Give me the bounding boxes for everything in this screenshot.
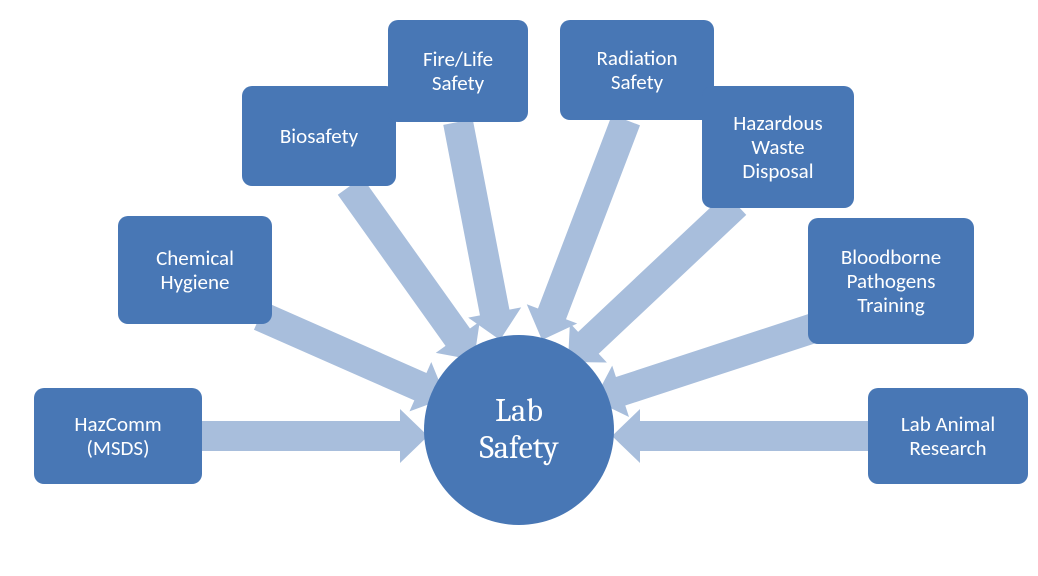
node-chem: ChemicalHygiene xyxy=(118,216,272,324)
node-label: ChemicalHygiene xyxy=(156,246,234,294)
arrow-radiation xyxy=(527,115,640,340)
node-radiation: RadiationSafety xyxy=(560,20,714,120)
node-hazwaste: HazardousWasteDisposal xyxy=(702,86,854,208)
node-hazcomm: HazComm(MSDS) xyxy=(34,388,202,484)
node-label: Biosafety xyxy=(280,124,358,148)
arrow-hazwaste xyxy=(568,193,746,362)
node-biosafety: Biosafety xyxy=(242,86,396,186)
arrow-chem xyxy=(254,302,446,411)
node-label: BloodbornePathogensTraining xyxy=(841,245,941,317)
diagram-stage: HazComm(MSDS) ChemicalHygiene Biosafety Fir… xyxy=(0,0,1038,576)
arrow-labanimal xyxy=(612,409,868,463)
center-node: LabSafety xyxy=(424,335,614,525)
arrow-hazcomm xyxy=(202,409,428,463)
arrow-biosafety xyxy=(338,177,480,360)
node-fire: Fire/LifeSafety xyxy=(388,20,528,122)
node-label: HazComm(MSDS) xyxy=(74,412,161,460)
node-label: Lab AnimalResearch xyxy=(901,412,995,460)
node-bloodborne: BloodbornePathogensTraining xyxy=(808,218,974,344)
center-label: LabSafety xyxy=(479,393,558,467)
arrow-fire xyxy=(443,119,521,340)
node-label: HazardousWasteDisposal xyxy=(733,111,823,183)
node-label: RadiationSafety xyxy=(597,46,678,94)
node-labanimal: Lab AnimalResearch xyxy=(868,388,1028,484)
arrow-bloodborne xyxy=(594,312,825,417)
node-label: Fire/LifeSafety xyxy=(423,47,493,95)
